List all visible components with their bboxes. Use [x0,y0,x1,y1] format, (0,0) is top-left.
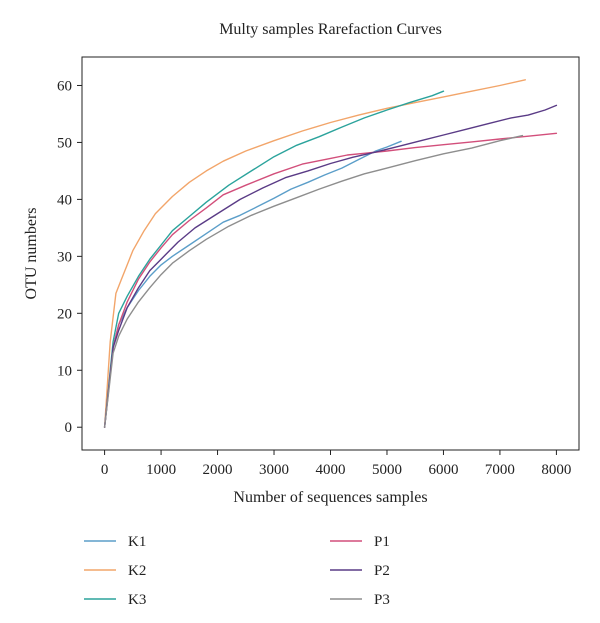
x-tick-label: 6000 [428,462,458,478]
legend-label-k1: K1 [128,534,146,550]
legend-label-k2: K2 [128,563,146,579]
series-line-p1 [103,132,558,428]
series-line-p3 [103,134,524,428]
y-axis-title: OTU numbers [23,208,40,300]
y-tick-label: 40 [57,192,72,208]
series-line-k2 [103,79,526,428]
x-axis-title: Number of sequences samples [233,489,427,506]
y-tick-label: 60 [57,78,72,94]
x-tick-label: 4000 [316,462,346,478]
x-tick-label: 2000 [203,462,233,478]
x-tick-label: 7000 [485,462,515,478]
x-tick-label: 8000 [541,462,571,478]
legend-label-p1: P1 [374,534,390,550]
series-line-k3 [103,90,445,428]
legend-label-k3: K3 [128,592,146,608]
y-tick-label: 0 [65,420,73,436]
series-lines [103,79,558,428]
x-tick-label: 3000 [259,462,289,478]
y-tick-label: 20 [57,306,72,322]
legend-label-p3: P3 [374,592,390,608]
x-tick-label: 5000 [372,462,402,478]
series-line-p2 [103,104,558,428]
x-tick-label: 0 [101,462,109,478]
legend-label-p2: P2 [374,563,390,579]
legend: K1 K2 K3 P1 P2 P3 [84,534,390,608]
y-tick-label: 50 [57,135,72,151]
y-tick-label: 30 [57,249,72,265]
series-line-k1 [103,140,402,428]
x-tick-label: 1000 [146,462,176,478]
y-tick-label: 10 [57,363,72,379]
chart-title: Multy samples Rarefaction Curves [219,21,442,38]
axis-ticks: 0 1000 2000 3000 4000 5000 6000 7000 8000 0 10 20 30… [57,78,571,478]
